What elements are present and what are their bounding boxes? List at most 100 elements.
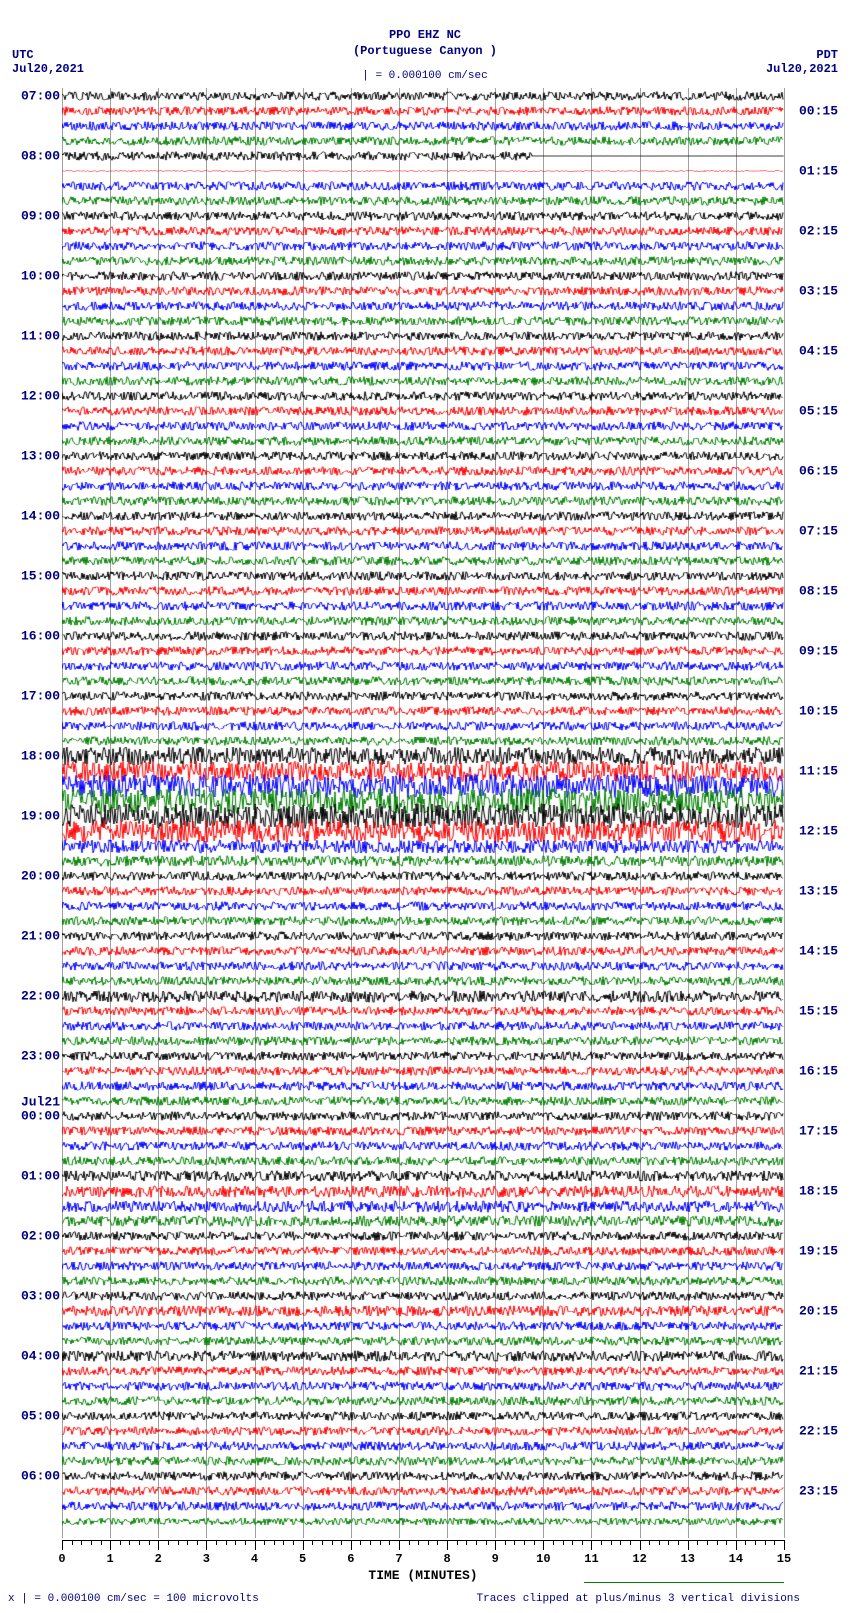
- trace-row: [62, 181, 784, 191]
- x-tick-major: [158, 1540, 159, 1550]
- x-tick-minor: [649, 1540, 650, 1545]
- left-time-label: 14:00: [12, 509, 60, 524]
- trace-row: [62, 721, 784, 731]
- left-time-label: 06:00: [12, 1469, 60, 1484]
- trace-row: [62, 1350, 784, 1362]
- trace-row: [62, 1471, 784, 1481]
- trace-row: [62, 901, 784, 911]
- trace-row: [62, 1441, 784, 1451]
- x-tick-label: 10: [536, 1552, 550, 1566]
- footer-left: x | = 0.000100 cm/sec = 100 microvolts: [8, 1593, 259, 1605]
- gridline-v: [784, 88, 785, 1538]
- x-tick-label: 1: [107, 1552, 114, 1566]
- trace-row: [62, 481, 784, 491]
- left-time-label: 19:00: [12, 809, 60, 824]
- right-time-label: 20:15: [799, 1304, 838, 1319]
- left-date-label: Jul21: [12, 1095, 60, 1110]
- trace-row: [62, 990, 784, 1003]
- x-tick-major: [688, 1540, 689, 1550]
- x-tick-minor: [745, 1540, 746, 1545]
- trace-row: [62, 631, 784, 641]
- trace-row: [62, 211, 784, 221]
- x-tick-minor: [370, 1540, 371, 1545]
- right-time-label: 21:15: [799, 1364, 838, 1379]
- trace-row: [62, 661, 784, 671]
- trace-row: [62, 241, 784, 251]
- x-tick-minor: [120, 1540, 121, 1545]
- right-time-label: 01:15: [799, 164, 838, 179]
- right-time-label: 08:15: [799, 584, 838, 599]
- x-tick-minor: [418, 1540, 419, 1545]
- trace-row: [62, 136, 784, 146]
- trace-row: [62, 1066, 784, 1076]
- trace-row: [62, 961, 784, 971]
- trace-row: [62, 931, 784, 941]
- x-tick-minor: [322, 1540, 323, 1545]
- station-location: (Portuguese Canyon ): [0, 44, 850, 60]
- x-tick-minor: [466, 1540, 467, 1545]
- x-tick-minor: [72, 1540, 73, 1545]
- x-tick-minor: [149, 1540, 150, 1545]
- footer-divider: [584, 1582, 784, 1583]
- x-tick-minor: [168, 1540, 169, 1545]
- trace-row: [62, 1126, 784, 1136]
- trace-row: [62, 1305, 784, 1317]
- right-time-label: 03:15: [799, 284, 838, 299]
- x-tick-minor: [380, 1540, 381, 1545]
- x-tick-minor: [341, 1540, 342, 1545]
- trace-row: [62, 391, 784, 401]
- x-axis: TIME (MINUTES) 0123456789101112131415: [62, 1540, 784, 1580]
- x-tick-minor: [505, 1540, 506, 1545]
- left-time-label: 11:00: [12, 329, 60, 344]
- x-tick-minor: [697, 1540, 698, 1545]
- trace-row: [62, 1021, 784, 1031]
- trace-row: [62, 226, 784, 236]
- x-tick-minor: [582, 1540, 583, 1545]
- x-tick-minor: [235, 1540, 236, 1545]
- right-time-label: 17:15: [799, 1124, 838, 1139]
- left-time-label: 21:00: [12, 929, 60, 944]
- x-tick-major: [399, 1540, 400, 1550]
- utc-label: UTC: [12, 48, 34, 62]
- trace-row: [62, 571, 784, 581]
- x-tick-minor: [668, 1540, 669, 1545]
- x-tick-label: 5: [299, 1552, 306, 1566]
- x-tick-label: 15: [777, 1552, 791, 1566]
- pdt-label: PDT: [816, 48, 838, 62]
- right-time-label: 14:15: [799, 944, 838, 959]
- trace-row: [62, 1426, 784, 1436]
- x-tick-minor: [428, 1540, 429, 1545]
- x-tick-minor: [274, 1540, 275, 1545]
- x-tick-minor: [765, 1540, 766, 1545]
- x-tick-major: [303, 1540, 304, 1550]
- trace-row: [62, 1366, 784, 1376]
- x-tick-label: 6: [347, 1552, 354, 1566]
- trace-row: [62, 1096, 784, 1106]
- x-tick-minor: [717, 1540, 718, 1545]
- left-time-label: 05:00: [12, 1409, 60, 1424]
- trace-row: [62, 466, 784, 476]
- x-tick-minor: [524, 1540, 525, 1545]
- trace-row: [62, 526, 784, 536]
- trace-row: [62, 256, 784, 266]
- right-time-label: 09:15: [799, 644, 838, 659]
- x-tick-minor: [437, 1540, 438, 1545]
- left-time-label: 23:00: [12, 1049, 60, 1064]
- x-tick-major: [206, 1540, 207, 1550]
- left-time-label: 03:00: [12, 1289, 60, 1304]
- x-tick-minor: [264, 1540, 265, 1545]
- trace-row: [62, 1081, 784, 1091]
- x-tick-minor: [514, 1540, 515, 1545]
- trace-row: [62, 421, 784, 431]
- x-tick-label: 13: [681, 1552, 695, 1566]
- x-axis-title: TIME (MINUTES): [62, 1568, 784, 1583]
- trace-row: [62, 601, 784, 611]
- trace-row: [62, 346, 784, 356]
- trace-row: [62, 1261, 784, 1271]
- right-time-label: 00:15: [799, 104, 838, 119]
- trace-row: [62, 1381, 784, 1391]
- x-tick-minor: [360, 1540, 361, 1545]
- x-tick-minor: [139, 1540, 140, 1545]
- x-tick-minor: [611, 1540, 612, 1545]
- x-tick-major: [495, 1540, 496, 1550]
